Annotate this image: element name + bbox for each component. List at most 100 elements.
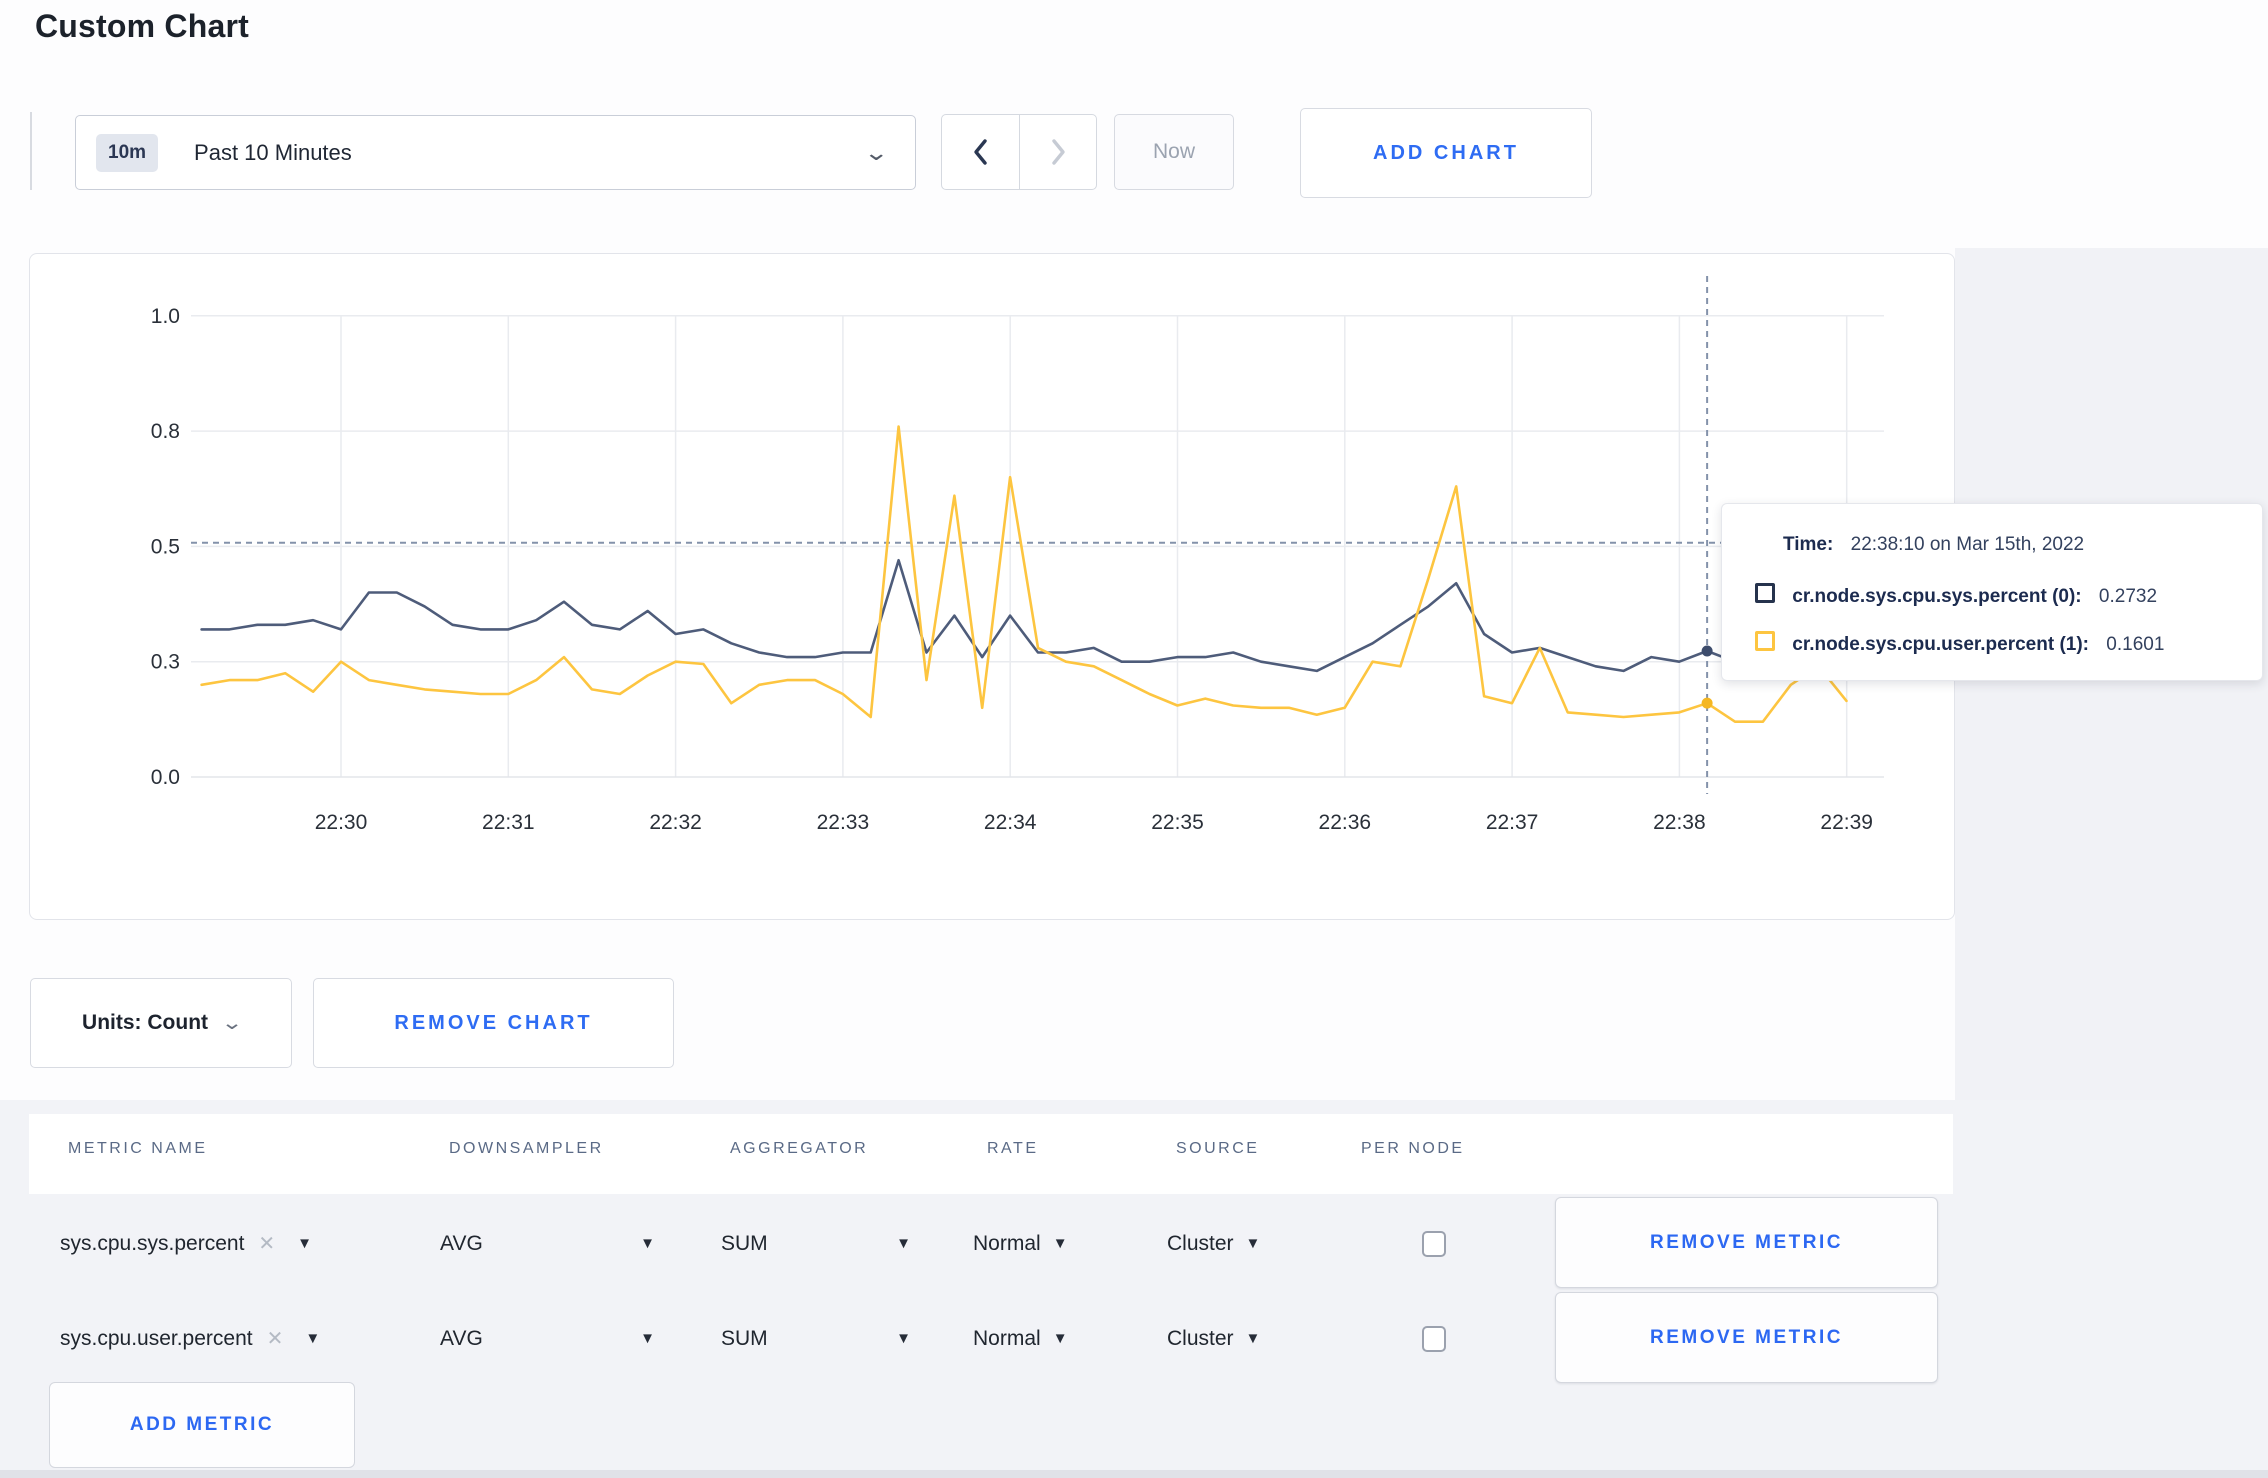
time-range-dropdown[interactable]: 10m Past 10 Minutes ⌄ bbox=[75, 115, 916, 190]
time-back-button[interactable] bbox=[942, 115, 1019, 189]
metrics-table-header: METRIC NAME DOWNSAMPLER AGGREGATOR RATE … bbox=[29, 1114, 1953, 1194]
x-axis-label: 22:33 bbox=[817, 811, 870, 834]
downsampler-value: AVG bbox=[440, 1231, 483, 1255]
column-header-downsampler: DOWNSAMPLER bbox=[449, 1140, 604, 1157]
dropdown-caret-icon: ▼ bbox=[1052, 1330, 1068, 1347]
tooltip-series-name: cr.node.sys.cpu.sys.percent (0): bbox=[1792, 586, 2082, 607]
chevron-right-icon bbox=[1052, 139, 1065, 165]
chart-card: 22:30 22:31 22:32 22:33 22:34 22:35 22:36 22:37… bbox=[29, 253, 1955, 920]
metric-row: sys.cpu.sys.percent ✕ ▼ AVG ▼ SUM ▼ Norm… bbox=[29, 1196, 1953, 1291]
x-axis-label: 22:31 bbox=[482, 811, 535, 834]
source-dropdown[interactable]: Cluster ▼ bbox=[1167, 1291, 1260, 1386]
rate-dropdown[interactable]: Normal ▼ bbox=[973, 1291, 1068, 1386]
tooltip-time-label: Time: bbox=[1783, 534, 1834, 555]
x-axis-label: 22:37 bbox=[1486, 811, 1539, 834]
column-header-source: SOURCE bbox=[1176, 1140, 1260, 1157]
units-dropdown[interactable]: Units: Count ⌄ bbox=[30, 978, 292, 1068]
hover-point bbox=[1701, 645, 1713, 657]
series-sys-swatch-icon bbox=[1755, 583, 1775, 603]
dropdown-caret-icon: ▼ bbox=[640, 1330, 655, 1347]
dropdown-caret-icon: ▼ bbox=[1052, 1235, 1068, 1252]
window-bottom-edge bbox=[0, 1470, 2268, 1478]
column-header-metric-name: METRIC NAME bbox=[68, 1140, 208, 1157]
remove-metric-button[interactable]: REMOVE METRIC bbox=[1555, 1197, 1938, 1288]
y-axis-label: 1.0 bbox=[151, 305, 180, 328]
metric-name-text: sys.cpu.user.percent bbox=[60, 1326, 253, 1350]
metric-name-dropdown[interactable]: sys.cpu.sys.percent ✕ ▼ bbox=[60, 1196, 312, 1291]
y-axis-label: 0.3 bbox=[151, 651, 180, 674]
page-title: Custom Chart bbox=[35, 8, 249, 44]
x-axis-label: 22:39 bbox=[1820, 811, 1873, 834]
x-axis-label: 22:32 bbox=[649, 811, 702, 834]
remove-metric-button[interactable]: REMOVE METRIC bbox=[1555, 1292, 1938, 1383]
remove-chart-button[interactable]: REMOVE CHART bbox=[313, 978, 674, 1068]
series-user-swatch-icon bbox=[1755, 631, 1775, 651]
source-value: Cluster bbox=[1167, 1231, 1234, 1255]
toolbar-left-divider bbox=[30, 112, 32, 190]
source-dropdown[interactable]: Cluster ▼ bbox=[1167, 1196, 1260, 1291]
chevron-down-icon: ⌄ bbox=[220, 1012, 244, 1034]
series-line bbox=[200, 558, 1848, 673]
tooltip-series-row: cr.node.sys.cpu.sys.percent (0): 0.2732 bbox=[1755, 583, 2157, 608]
column-header-aggregator: AGGREGATOR bbox=[730, 1140, 869, 1157]
aggregator-dropdown[interactable]: SUM ▼ bbox=[721, 1291, 911, 1386]
tooltip-series-value: 0.1601 bbox=[2106, 634, 2165, 655]
chart-hover-tooltip: Time: 22:38:10 on Mar 15th, 2022 cr.node… bbox=[1721, 503, 2263, 681]
tooltip-series-value: 0.2732 bbox=[2098, 586, 2158, 607]
hover-point bbox=[1701, 697, 1713, 709]
clear-metric-icon[interactable]: ✕ bbox=[266, 1328, 284, 1350]
downsampler-dropdown[interactable]: AVG ▼ bbox=[440, 1291, 655, 1386]
dropdown-caret-icon: ▼ bbox=[297, 1235, 313, 1252]
series-line bbox=[200, 425, 1848, 724]
metric-name-text: sys.cpu.sys.percent bbox=[60, 1231, 245, 1255]
dropdown-caret-icon: ▼ bbox=[896, 1330, 911, 1347]
metric-name-dropdown[interactable]: sys.cpu.user.percent ✕ ▼ bbox=[60, 1291, 320, 1386]
time-forward-button[interactable] bbox=[1018, 115, 1097, 189]
clear-metric-icon[interactable]: ✕ bbox=[258, 1233, 276, 1255]
aggregator-dropdown[interactable]: SUM ▼ bbox=[721, 1196, 911, 1291]
time-range-label: Past 10 Minutes bbox=[194, 139, 352, 165]
metric-row: sys.cpu.user.percent ✕ ▼ AVG ▼ SUM ▼ Nor… bbox=[29, 1291, 1953, 1386]
per-node-cell bbox=[1422, 1291, 1446, 1386]
aggregator-value: SUM bbox=[721, 1326, 768, 1350]
source-value: Cluster bbox=[1167, 1326, 1234, 1350]
chevron-down-icon: ⌄ bbox=[862, 139, 889, 165]
dropdown-caret-icon: ▼ bbox=[896, 1235, 911, 1252]
downsampler-value: AVG bbox=[440, 1326, 483, 1350]
chart-svg[interactable]: 22:30 22:31 22:32 22:33 22:34 22:35 22:36 22:37… bbox=[30, 254, 1954, 918]
add-chart-button[interactable]: ADD CHART bbox=[1300, 108, 1592, 198]
x-axis-label: 22:30 bbox=[315, 811, 368, 834]
dropdown-caret-icon: ▼ bbox=[640, 1235, 655, 1252]
tooltip-series-row: cr.node.sys.cpu.user.percent (1): 0.1601 bbox=[1755, 631, 2164, 656]
per-node-checkbox[interactable] bbox=[1422, 1230, 1446, 1257]
x-axis-label: 22:38 bbox=[1653, 811, 1706, 834]
rate-dropdown[interactable]: Normal ▼ bbox=[973, 1196, 1068, 1291]
units-label: Units: Count bbox=[82, 1011, 209, 1034]
tooltip-time-value: 22:38:10 on Mar 15th, 2022 bbox=[1850, 534, 2085, 555]
column-header-rate: RATE bbox=[987, 1140, 1039, 1157]
column-header-per-node: PER NODE bbox=[1361, 1140, 1465, 1157]
aggregator-value: SUM bbox=[721, 1231, 768, 1255]
x-axis-label: 22:36 bbox=[1319, 811, 1372, 834]
y-axis-label: 0.5 bbox=[151, 535, 180, 558]
dropdown-caret-icon: ▼ bbox=[1245, 1330, 1261, 1347]
time-nav-group bbox=[941, 114, 1097, 190]
rate-value: Normal bbox=[973, 1326, 1041, 1350]
dropdown-caret-icon: ▼ bbox=[1245, 1235, 1261, 1252]
rate-value: Normal bbox=[973, 1231, 1041, 1255]
x-axis-label: 22:35 bbox=[1151, 811, 1204, 834]
dropdown-caret-icon: ▼ bbox=[305, 1330, 321, 1347]
x-axis-label: 22:34 bbox=[984, 811, 1037, 834]
add-metric-button[interactable]: ADD METRIC bbox=[49, 1382, 355, 1468]
y-axis-label: 0.8 bbox=[151, 420, 180, 443]
chevron-left-icon bbox=[974, 139, 987, 165]
time-range-badge: 10m bbox=[96, 133, 159, 172]
downsampler-dropdown[interactable]: AVG ▼ bbox=[440, 1196, 655, 1291]
tooltip-time-row: Time: 22:38:10 on Mar 15th, 2022 bbox=[1783, 534, 2084, 556]
tooltip-series-name: cr.node.sys.cpu.user.percent (1): bbox=[1792, 634, 2089, 655]
y-axis-label: 0.0 bbox=[151, 766, 180, 789]
now-button[interactable]: Now bbox=[1114, 114, 1234, 190]
per-node-checkbox[interactable] bbox=[1422, 1325, 1446, 1352]
per-node-cell bbox=[1422, 1196, 1446, 1291]
